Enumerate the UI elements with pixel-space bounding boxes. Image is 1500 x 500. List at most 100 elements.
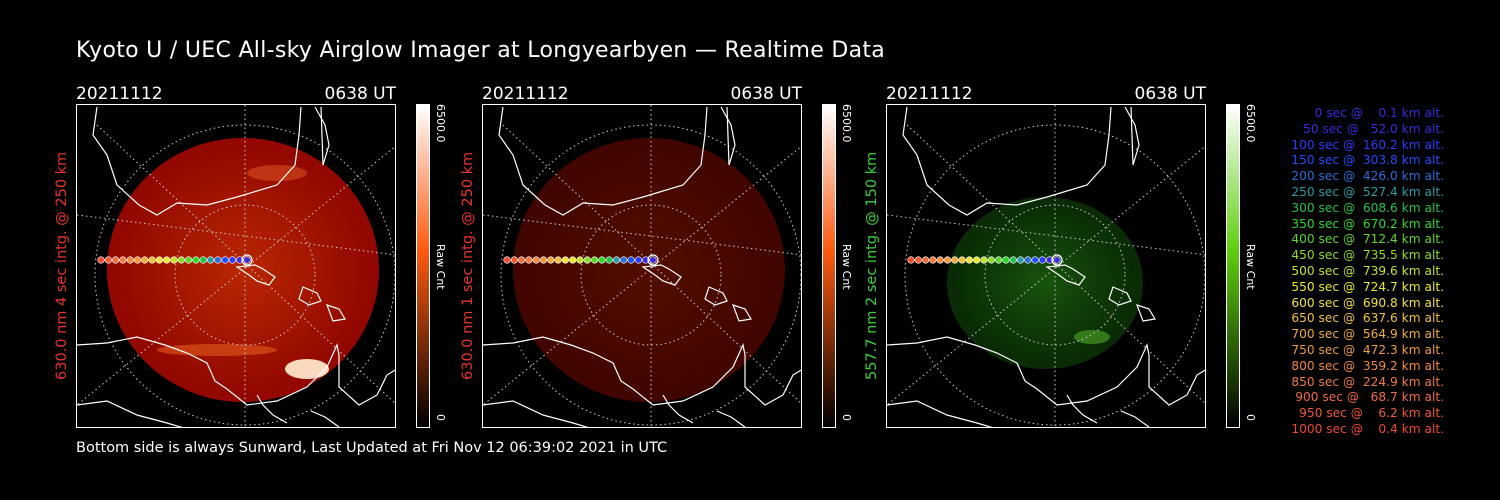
trajectory-dot (973, 256, 981, 264)
trajectory-dot (236, 256, 244, 264)
trajectory-dot (1002, 256, 1010, 264)
trajectory-dot (994, 256, 1003, 264)
colorbar-min: 0 (434, 414, 447, 421)
colorbar (416, 104, 430, 428)
legend-entry: 550 sec @ 724.7 km alt. (1287, 279, 1444, 294)
trajectory-dot (228, 256, 236, 264)
panel-date: 20211112 (886, 84, 973, 104)
trajectory-dot (554, 256, 562, 264)
trajectory-dot (97, 256, 105, 264)
trajectory-dot (510, 256, 518, 264)
trajectory-dot (951, 256, 959, 264)
trajectory-dot (170, 256, 178, 264)
trajectory-dot (634, 256, 642, 264)
trajectory-dot (612, 256, 621, 264)
colorbar-label: Raw Cnt (840, 244, 853, 290)
trajectory-dot (1016, 256, 1025, 264)
colorbar-max: 6500.0 (840, 104, 853, 143)
trajectory-dot (214, 256, 222, 264)
colorbar-label: Raw Cnt (434, 244, 447, 290)
trajectory-dot (539, 256, 548, 264)
panel-ylabel: 630.0 nm 1 sec intg. @ 250 km (460, 151, 476, 381)
trajectory-dot (119, 256, 127, 264)
trajectory-dot (561, 256, 569, 264)
legend-entry: 650 sec @ 637.6 km alt. (1287, 311, 1444, 326)
legend-entry: 600 sec @ 690.8 km alt. (1287, 295, 1444, 310)
trajectory-dot (525, 256, 533, 264)
legend-entry: 900 sec @ 68.7 km alt. (1291, 390, 1444, 405)
allsky-image (482, 104, 802, 428)
colorbar-min: 0 (840, 414, 853, 421)
legend-entry: 0 sec @ 0.1 km alt. (1303, 106, 1444, 120)
legend-entry: 150 sec @ 303.8 km alt. (1287, 153, 1444, 168)
image-panel-1: 20211112 0638 UT 630.0 nm 4 sec intg. @ 25… (54, 84, 466, 430)
legend-entry: 300 sec @ 608.6 km alt. (1287, 200, 1444, 215)
trajectory-dot (192, 256, 200, 264)
trajectory-dot (649, 256, 657, 264)
trajectory-dot (642, 256, 650, 264)
trajectory-dot (605, 256, 613, 264)
legend-entry: 800 sec @ 359.2 km alt. (1287, 358, 1444, 373)
trajectory-dot (206, 256, 215, 264)
colorbar-max: 6500.0 (1244, 104, 1257, 143)
legend-entry: 950 sec @ 6.2 km alt. (1295, 406, 1444, 421)
trajectory-dot (569, 256, 577, 264)
trajectory-dot (104, 256, 112, 264)
trajectory-dot (907, 256, 915, 264)
trajectory-dot (517, 256, 526, 264)
legend-entry: 750 sec @ 472.3 km alt. (1287, 342, 1444, 357)
sky-disk (947, 197, 1143, 369)
trajectory-dot (980, 256, 988, 264)
panel-ylabel: 630.0 nm 4 sec intg. @ 250 km (54, 151, 70, 381)
trajectory-dot (958, 256, 966, 264)
trajectory-dot (243, 256, 251, 264)
trajectory-dot (1046, 256, 1054, 264)
panel-date: 20211112 (76, 84, 163, 104)
trajectory-dot (1038, 256, 1046, 264)
legend-entry: 450 sec @ 735.5 km alt. (1287, 248, 1444, 263)
trajectory-dot (929, 256, 937, 264)
trajectory-dot (532, 256, 540, 264)
station-marker (1051, 254, 1063, 266)
trajectory-dot (199, 256, 207, 264)
station-marker (241, 254, 253, 266)
colorbar-max: 6500.0 (434, 104, 447, 143)
trajectory-dot (1024, 256, 1032, 264)
trajectory-dot (576, 256, 584, 264)
legend-entry: 200 sec @ 426.0 km alt. (1287, 169, 1444, 184)
legend-entry: 1000 sec @ 0.4 km alt. (1291, 421, 1444, 436)
colorbar-min: 0 (1244, 414, 1257, 421)
trajectory-dot (133, 256, 142, 264)
trajectory-dot (583, 256, 591, 264)
trajectory-dot (111, 256, 120, 264)
trajectory-dot (1031, 256, 1039, 264)
colorbar-label: Raw Cnt (1244, 244, 1257, 290)
trajectory-dot (1053, 256, 1061, 264)
trajectory-dot (163, 256, 171, 264)
legend-entry: 700 sec @ 564.9 km alt. (1287, 327, 1444, 342)
colorbar (822, 104, 836, 428)
legend-entry: 50 sec @ 52.0 km alt. (1295, 121, 1444, 136)
image-panel-2: 20211112 0638 UT 630.0 nm 1 sec intg. @ 25… (460, 84, 872, 430)
trajectory-dot (547, 256, 555, 264)
page-title: Kyoto U / UEC All-sky Airglow Imager at … (76, 38, 886, 63)
trajectory-dot (1009, 256, 1017, 264)
legend-entry: 500 sec @ 739.6 km alt. (1287, 263, 1444, 278)
trajectory-legend: 0 sec @ 0.1 km alt. 50 sec @ 52.0 km alt… (1262, 106, 1444, 438)
legend-entry: 850 sec @ 224.9 km alt. (1287, 374, 1444, 389)
trajectory-dot (598, 256, 606, 264)
footer-note: Bottom side is always Sunward, Last Upda… (76, 440, 668, 456)
station-marker (647, 254, 659, 266)
panel-ylabel: 557.7 nm 2 sec intg. @ 150 km (864, 151, 880, 381)
image-panel-3: 20211112 0638 UT 557.7 nm 2 sec intg. @ 15… (864, 84, 1276, 430)
trajectory-dot (148, 256, 156, 264)
trajectory-dot (184, 256, 193, 264)
trajectory-dot (627, 256, 635, 264)
trajectory-dot (965, 256, 973, 264)
trajectory-dot (177, 256, 185, 264)
colorbar (1226, 104, 1240, 428)
trajectory-dot (126, 256, 134, 264)
panel-date: 20211112 (482, 84, 569, 104)
trajectory-dot (921, 256, 930, 264)
allsky-image (76, 104, 396, 428)
